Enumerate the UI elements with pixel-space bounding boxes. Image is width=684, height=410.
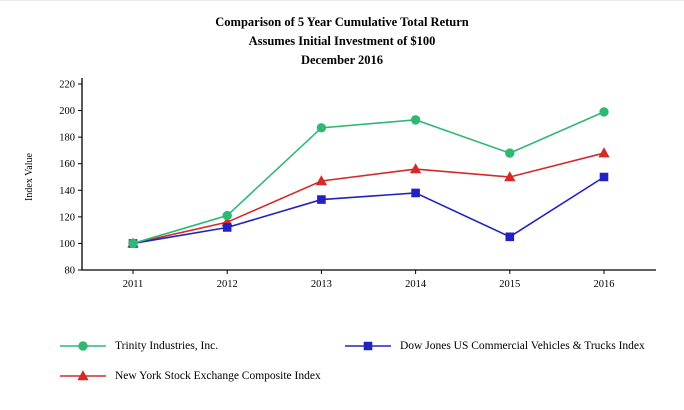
legend-label: New York Stock Exchange Composite Index — [115, 370, 321, 382]
svg-text:140: 140 — [59, 186, 75, 197]
legend-label: Dow Jones US Commercial Vehicles & Truck… — [400, 340, 645, 352]
svg-text:160: 160 — [59, 159, 75, 170]
chart-area: 80 100 120 140 160 180 200 220 2011 2012 2013 2014 2… — [0, 74, 684, 311]
svg-text:120: 120 — [59, 212, 75, 223]
chart-title: Comparison of 5 Year Cumulative Total Re… — [215, 15, 469, 29]
legend-marker-circle-icon — [60, 341, 106, 351]
legend-item-nyse: New York Stock Exchange Composite Index — [60, 369, 321, 383]
legend-item-dow-jones: Dow Jones US Commercial Vehicles & Truck… — [345, 339, 645, 353]
svg-text:100: 100 — [59, 239, 75, 250]
legend-item-trinity: Trinity Industries, Inc. — [60, 339, 218, 353]
legend-marker-triangle-icon — [60, 370, 106, 381]
chart-subtitle: Assumes Initial Investment of $100 — [248, 34, 436, 48]
svg-text:2016: 2016 — [594, 279, 615, 290]
svg-text:2015: 2015 — [499, 279, 520, 290]
svg-text:2013: 2013 — [311, 279, 332, 290]
chart-legend: Trinity Industries, Inc. Dow Jones US Co… — [0, 337, 684, 401]
legend-marker-square-icon — [345, 341, 391, 351]
line-chart: 80 100 120 140 160 180 200 220 2011 2012 2013 2014 2… — [24, 78, 656, 290]
svg-text:200: 200 — [59, 106, 75, 117]
svg-text:2014: 2014 — [405, 279, 427, 290]
svg-text:80: 80 — [65, 266, 76, 277]
chart-title-block: Comparison of 5 Year Cumulative Total Re… — [0, 13, 684, 70]
svg-text:2012: 2012 — [217, 279, 238, 290]
chart-subtitle-date: December 2016 — [300, 53, 384, 67]
svg-text:220: 220 — [59, 80, 75, 91]
svg-text:180: 180 — [59, 133, 75, 144]
legend-label: Trinity Industries, Inc. — [115, 340, 219, 352]
svg-text:Index Value: Index Value — [24, 153, 35, 201]
svg-text:2011: 2011 — [123, 279, 144, 290]
